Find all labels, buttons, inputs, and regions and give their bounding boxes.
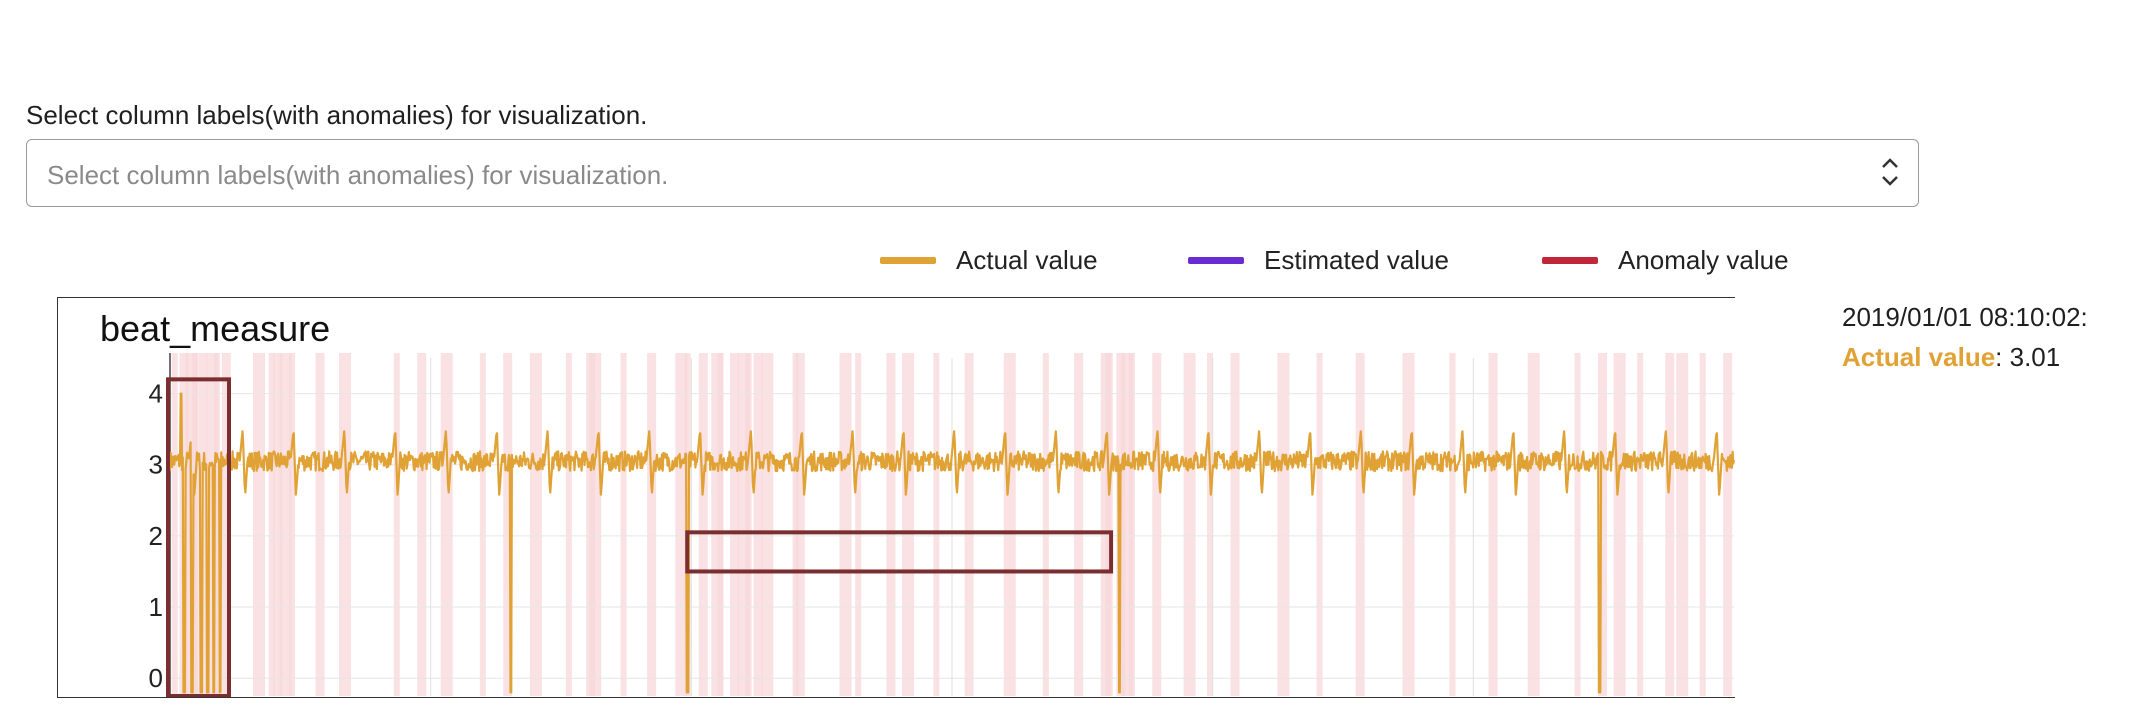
anomaly-band bbox=[1488, 353, 1498, 696]
anomaly-highlight-box bbox=[166, 377, 231, 697]
anomaly-band bbox=[1676, 353, 1689, 696]
anomaly-band bbox=[698, 353, 708, 696]
anomaly-band bbox=[315, 353, 325, 696]
anomaly-band bbox=[1527, 353, 1540, 696]
legend-swatch-estimated bbox=[1188, 256, 1244, 264]
anomaly-band bbox=[273, 353, 283, 696]
anomaly-band bbox=[647, 353, 657, 696]
chart-legend: Actual value Estimated value Anomaly val… bbox=[0, 240, 2140, 280]
legend-label-estimated: Estimated value bbox=[1264, 244, 1449, 275]
anomaly-band bbox=[839, 353, 852, 696]
anomaly-band bbox=[565, 353, 572, 696]
anomaly-band bbox=[440, 353, 453, 696]
tooltip-timestamp: 2019/01/01 08:10:02: bbox=[1842, 302, 2088, 332]
anomaly-band bbox=[1355, 353, 1365, 696]
anomaly-band bbox=[1402, 353, 1415, 696]
column-select-placeholder: Select column labels(with anomalies) for… bbox=[47, 160, 669, 190]
anomaly-band bbox=[684, 353, 691, 696]
anomaly-band bbox=[792, 353, 799, 696]
y-tick-label: 0 bbox=[149, 663, 163, 693]
anomaly-band bbox=[717, 353, 724, 696]
anomaly-band bbox=[795, 353, 805, 696]
anomaly-band bbox=[1449, 353, 1456, 696]
anomaly-band bbox=[288, 353, 295, 696]
anomaly-band bbox=[192, 353, 199, 696]
anomaly-band bbox=[886, 353, 896, 696]
tooltip-value-row: Actual value: 3.01 bbox=[1842, 342, 2060, 373]
anomaly-band bbox=[1665, 353, 1675, 696]
anomaly-band bbox=[964, 353, 974, 696]
legend-swatch-actual bbox=[880, 256, 936, 264]
anomaly-band bbox=[221, 353, 231, 696]
anomaly-band bbox=[1277, 353, 1290, 696]
anomaly-band bbox=[171, 353, 178, 696]
actual-value-line bbox=[168, 392, 1735, 694]
anomaly-band bbox=[1699, 353, 1706, 696]
anomaly-band bbox=[1128, 353, 1135, 696]
anomaly-band bbox=[1152, 353, 1162, 696]
anomaly-band bbox=[855, 353, 862, 696]
anomaly-band bbox=[1105, 353, 1112, 696]
anomaly-band bbox=[339, 353, 352, 696]
legend-item-actual[interactable]: Actual value bbox=[880, 240, 1098, 280]
anomaly-band bbox=[1723, 353, 1733, 696]
anomaly-band bbox=[1230, 353, 1240, 696]
tooltip-separator: : bbox=[1995, 342, 2010, 372]
y-tick-label: 3 bbox=[149, 450, 163, 480]
anomaly-band bbox=[1074, 353, 1084, 696]
anomaly-band bbox=[529, 353, 542, 696]
anomaly-band bbox=[761, 353, 774, 696]
anomaly-band bbox=[393, 353, 400, 696]
anomaly-band bbox=[279, 353, 292, 696]
anomaly-band bbox=[1207, 353, 1214, 696]
y-tick-label: 4 bbox=[149, 379, 163, 409]
anomaly-band bbox=[1042, 353, 1049, 696]
anomaly-band bbox=[1316, 353, 1323, 696]
chart-title: beat_measure bbox=[100, 308, 331, 349]
legend-swatch-anomaly bbox=[1542, 256, 1598, 264]
anomaly-highlight-box bbox=[685, 530, 1114, 574]
column-select-dropdown[interactable]: Select column labels(with anomalies) for… bbox=[26, 139, 1919, 207]
legend-item-estimated[interactable]: Estimated value bbox=[1188, 240, 1449, 280]
anomaly-band bbox=[933, 353, 940, 696]
anomaly-band bbox=[479, 353, 486, 696]
tooltip-value: 3.01 bbox=[2009, 342, 2061, 372]
anomaly-band bbox=[1183, 353, 1196, 696]
chevron-up-down-icon bbox=[1882, 158, 1898, 186]
anomaly-band bbox=[753, 353, 763, 696]
legend-label-actual: Actual value bbox=[956, 244, 1098, 275]
anomaly-band bbox=[745, 353, 752, 696]
anomaly-band bbox=[620, 353, 627, 696]
anomaly-band bbox=[730, 353, 740, 696]
anomaly-band bbox=[1637, 353, 1644, 696]
beat-measure-chart[interactable]: 0 1 2 3 4 bbox=[58, 298, 1735, 698]
anomaly-band bbox=[1003, 353, 1016, 696]
anomaly-band bbox=[417, 353, 427, 696]
anomaly-band bbox=[675, 353, 688, 696]
anomaly-band bbox=[503, 353, 513, 696]
chart-panel: 0 1 2 3 4 beat_measure bbox=[57, 297, 1735, 698]
anomaly-band bbox=[1598, 353, 1608, 696]
legend-item-anomaly[interactable]: Anomaly value bbox=[1542, 240, 1789, 280]
anomaly-band bbox=[253, 353, 266, 696]
column-select-label: Select column labels(with anomalies) for… bbox=[26, 100, 648, 130]
anomaly-band bbox=[213, 353, 220, 696]
anomaly-band bbox=[1613, 353, 1626, 696]
y-tick-label: 1 bbox=[149, 592, 163, 622]
anomaly-band bbox=[1574, 353, 1581, 696]
anomaly-band bbox=[268, 353, 275, 696]
y-tick-label: 2 bbox=[149, 521, 163, 551]
legend-label-anomaly: Anomaly value bbox=[1618, 244, 1789, 275]
anomaly-band bbox=[589, 353, 602, 696]
anomaly-band bbox=[902, 353, 915, 696]
tooltip-key: Actual value bbox=[1842, 342, 1996, 372]
